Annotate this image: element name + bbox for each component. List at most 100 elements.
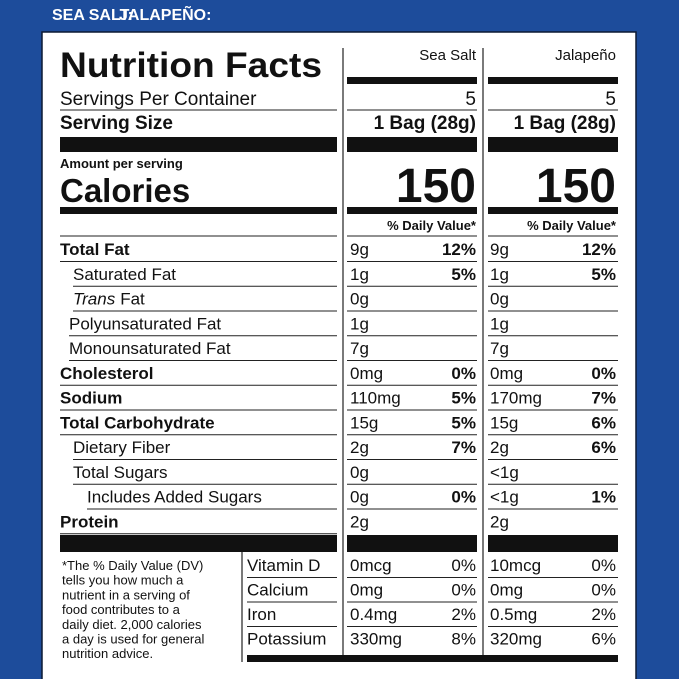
serving-size-value: 1 Bag (28g) bbox=[514, 113, 616, 134]
vitamin-amount: 330mg bbox=[350, 630, 402, 649]
thick-bar bbox=[347, 535, 477, 552]
nutrient-daily-value: 5% bbox=[591, 265, 616, 284]
vitamin-daily-value: 2% bbox=[451, 605, 476, 624]
nutrient-daily-value: 12% bbox=[442, 240, 476, 259]
nutrient-amount: 1g bbox=[490, 314, 509, 333]
nutrient-amount: 2g bbox=[350, 438, 369, 457]
nutrient-amount: 170mg bbox=[490, 389, 542, 408]
nutrient-amount: 9g bbox=[350, 240, 369, 259]
vitamin-daily-value: 0% bbox=[451, 581, 476, 600]
nutrient-amount: 1g bbox=[490, 265, 509, 284]
nutrient-label: Dietary Fiber bbox=[73, 438, 171, 457]
nutrient-amount: 1g bbox=[350, 265, 369, 284]
footnote-line: a day is used for general bbox=[62, 632, 204, 647]
nutrient-amount: 15g bbox=[350, 413, 378, 432]
servings-label: Servings Per Container bbox=[60, 89, 257, 110]
thick-bar bbox=[488, 207, 618, 214]
nutrient-daily-value: 1% bbox=[591, 488, 616, 507]
nutrient-label: Cholesterol bbox=[60, 364, 154, 383]
nutrient-label: Protein bbox=[60, 512, 119, 531]
footnote-line: nutrition advice. bbox=[62, 646, 153, 661]
footnote-line: nutrient in a serving of bbox=[62, 587, 190, 602]
vitamin-daily-value: 2% bbox=[591, 605, 616, 624]
serving-size-label: Serving Size bbox=[60, 113, 173, 134]
nutrient-label: Total Sugars bbox=[73, 463, 168, 482]
nutrient-daily-value: 0% bbox=[591, 364, 616, 383]
vitamin-label: Calcium bbox=[247, 581, 308, 600]
nutrient-daily-value: 0% bbox=[451, 488, 476, 507]
vitamin-label: Iron bbox=[247, 605, 276, 624]
calories-value: 150 bbox=[536, 160, 616, 213]
nutrient-label: Monounsaturated Fat bbox=[69, 339, 231, 358]
nutrient-amount: 9g bbox=[490, 240, 509, 259]
nutrient-daily-value: 12% bbox=[582, 240, 616, 259]
vitamin-amount: 0mcg bbox=[350, 556, 392, 575]
nutrient-amount: 2g bbox=[490, 438, 509, 457]
daily-value-header: % Daily Value* bbox=[527, 218, 617, 233]
serving-size-value: 1 Bag (28g) bbox=[374, 113, 476, 134]
nutrient-amount: 0g bbox=[350, 463, 369, 482]
nutrient-amount: 0g bbox=[350, 488, 369, 507]
thick-bar bbox=[60, 207, 337, 214]
nutrient-amount: 0mg bbox=[490, 364, 523, 383]
thick-bar bbox=[488, 77, 618, 84]
nutrient-amount: 0g bbox=[350, 290, 369, 309]
vitamin-amount: 10mcg bbox=[490, 556, 541, 575]
nutrient-daily-value: 6% bbox=[591, 413, 616, 432]
nutrient-label: Includes Added Sugars bbox=[87, 488, 262, 507]
thick-bar bbox=[347, 207, 477, 214]
nutrient-label: Total Fat bbox=[60, 240, 130, 259]
vitamin-amount: 0.5mg bbox=[490, 605, 537, 624]
thick-bar bbox=[347, 77, 477, 84]
nutrient-amount: 2g bbox=[490, 512, 509, 531]
nutrient-amount: 15g bbox=[490, 413, 518, 432]
footnote-line: daily diet. 2,000 calories bbox=[62, 617, 202, 632]
thick-bar bbox=[347, 137, 477, 152]
daily-value-header: % Daily Value* bbox=[387, 218, 477, 233]
vitamin-daily-value: 0% bbox=[591, 556, 616, 575]
amount-per-serving: Amount per serving bbox=[60, 156, 183, 171]
nutrient-amount: 7g bbox=[490, 339, 509, 358]
vitamin-label: Potassium bbox=[247, 630, 326, 649]
nutrient-label: Fat bbox=[120, 290, 145, 309]
nutrient-amount: 0mg bbox=[350, 364, 383, 383]
thick-bar bbox=[60, 137, 337, 152]
thick-bar bbox=[488, 535, 618, 552]
nutrient-label: Saturated Fat bbox=[73, 265, 176, 284]
nutrient-amount: 110mg bbox=[350, 389, 401, 408]
nutrient-daily-value: 5% bbox=[451, 413, 476, 432]
nutrient-amount: <1g bbox=[490, 463, 519, 482]
nutrient-label: Polyunsaturated Fat bbox=[69, 314, 221, 333]
vitamin-amount: 0mg bbox=[350, 581, 383, 600]
thick-bar bbox=[488, 137, 618, 152]
flavor-label: SEA SALT: bbox=[52, 7, 133, 24]
nutrient-amount: <1g bbox=[490, 488, 519, 507]
column-heading: Sea Salt bbox=[419, 47, 477, 64]
vitamin-daily-value: 8% bbox=[451, 630, 476, 649]
nutrient-label: Sodium bbox=[60, 389, 122, 408]
calories-label: Calories bbox=[60, 172, 190, 209]
vitamin-amount: 320mg bbox=[490, 630, 542, 649]
footnote-line: tells you how much a bbox=[62, 573, 184, 588]
nutrient-daily-value: 0% bbox=[451, 364, 476, 383]
nutrient-label: Total Carbohydrate bbox=[60, 413, 215, 432]
nutrient-amount: 1g bbox=[350, 314, 369, 333]
servings-value: 5 bbox=[605, 89, 616, 110]
flavor-label: JALAPEÑO: bbox=[119, 4, 211, 24]
calories-value: 150 bbox=[396, 160, 476, 213]
footnote-line: *The % Daily Value (DV) bbox=[62, 558, 203, 573]
footnote-line: food contributes to a bbox=[62, 602, 181, 617]
column-heading: Jalapeño bbox=[555, 47, 616, 64]
servings-value: 5 bbox=[465, 89, 476, 110]
thick-bar bbox=[247, 655, 618, 662]
vitamin-daily-value: 6% bbox=[591, 630, 616, 649]
nutrient-amount: 2g bbox=[350, 512, 369, 531]
vitamin-daily-value: 0% bbox=[451, 556, 476, 575]
nutrient-daily-value: 7% bbox=[591, 389, 616, 408]
nutrient-label-italic: Trans bbox=[73, 290, 116, 309]
vitamin-amount: 0.4mg bbox=[350, 605, 397, 624]
nutrient-daily-value: 5% bbox=[451, 389, 476, 408]
vitamin-amount: 0mg bbox=[490, 581, 523, 600]
